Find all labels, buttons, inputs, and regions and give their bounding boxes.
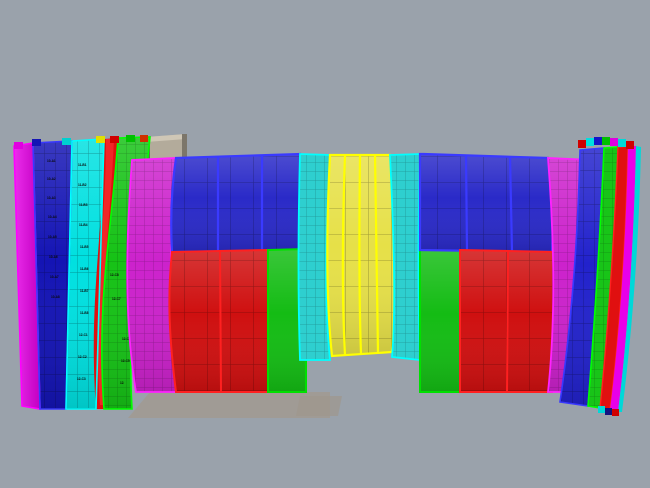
left-band-blue-mesh [33, 141, 72, 409]
element-label: 12-C8 [110, 273, 119, 277]
left-wing-element-labels: 10-A1 10-A2 10-A3 10-A4 10-A5 10-A6 10-A… [47, 159, 131, 385]
element-label: 12-C2 [78, 355, 87, 359]
element-label: 10-A3 [47, 196, 56, 200]
center-block-red-left-outline [168, 248, 269, 393]
element-label: 12-C7 [112, 297, 121, 301]
element-label: 10-A8 [51, 295, 60, 299]
center-body-assembly[interactable] [126, 152, 598, 393]
element-label: 11-B1 [78, 163, 87, 167]
ground-shadow-box-2 [296, 396, 342, 416]
element-label: 10-A5 [48, 235, 57, 239]
ground-shadow-box [128, 392, 330, 418]
element-label: 11-B3 [79, 203, 88, 207]
center-band-cyan-right-mesh [390, 154, 420, 360]
center-band-violet-left-mesh [127, 158, 176, 392]
element-label: 10-A6 [49, 255, 58, 259]
element-label: 11-B2 [78, 183, 87, 187]
right-wing-assembly[interactable] [559, 137, 641, 416]
element-label: 10-A2 [47, 177, 56, 181]
right-band-magenta [610, 146, 636, 412]
element-label: 12-C3 [77, 377, 86, 381]
left-wing-assembly[interactable]: 10-A1 10-A2 10-A3 10-A4 10-A5 10-A6 10-A… [13, 136, 151, 410]
right-wing-top-cap [578, 137, 634, 149]
element-label: 11-B8 [80, 311, 89, 315]
element-label: 11-B4 [79, 223, 88, 227]
center-block-blue-right-mesh [420, 154, 553, 252]
element-label: 10-A1 [47, 159, 56, 163]
element-label: 12-C4 [122, 337, 131, 341]
center-block-green-right-shade [420, 250, 460, 392]
right-band-red [600, 146, 628, 410]
center-block-green-left-outline [267, 247, 307, 393]
element-label: 11-B7 [80, 289, 89, 293]
center-block-red-left-mesh [169, 250, 268, 392]
left-wing-top-cap [14, 135, 148, 149]
element-label: 12-C5 [121, 359, 130, 363]
element-label: 11-B6 [80, 267, 89, 271]
element-label: 10-A7 [50, 275, 59, 279]
center-block-red-right-mesh [460, 250, 559, 392]
right-band-green-mesh [588, 147, 618, 408]
right-band-blue-mesh [560, 148, 604, 406]
right-band-cyan-edge [618, 146, 641, 412]
right-wing-bottom-cap [598, 406, 619, 416]
center-band-cyan-left-mesh [298, 154, 330, 360]
element-label: 12-C1 [79, 333, 88, 337]
center-block-green-left-shade [268, 249, 306, 392]
element-label: 10-A4 [48, 215, 57, 219]
element-label: 11-B5 [80, 245, 89, 249]
center-block-blue-left-mesh [171, 154, 300, 252]
